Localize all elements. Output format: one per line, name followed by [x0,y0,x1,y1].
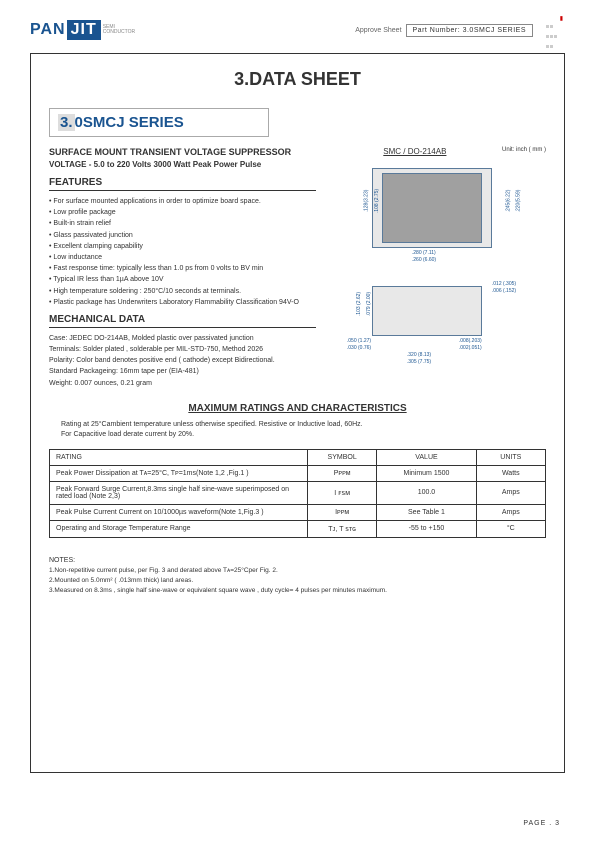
approve-label: Approve Sheet [355,27,401,34]
feature-item: High temperature soldering : 250°C/10 se… [49,286,316,297]
package-label: SMC / DO-214AB [328,147,502,156]
col-value: VALUE [377,449,476,465]
logo-pan: PAN [30,21,66,39]
left-column: SURFACE MOUNT TRANSIENT VOLTAGE SUPPRESS… [49,147,316,389]
series-rest: 0SMCJ SERIES [75,114,184,131]
page-footer: PAGE . 3 [523,820,560,827]
feature-item: Low inductance [49,252,316,263]
feature-item: Low profile package [49,207,316,218]
series-title-bar: 3.0SMCJ SERIES [49,108,269,137]
series-num: 3. [58,114,75,131]
content-row: SURFACE MOUNT TRANSIENT VOLTAGE SUPPRESS… [49,147,546,389]
table-row: Peak Pulse Current Current on 10/1000µs … [50,504,546,520]
subsection-line1: SURFACE MOUNT TRANSIENT VOLTAGE SUPPRESS… [49,147,316,157]
feature-item: Typical IR less than 1µA above 10V [49,274,316,285]
main-content-box: 3.DATA SHEET 3.0SMCJ SERIES SURFACE MOUN… [30,53,565,773]
subsection-line2: VOLTAGE - 5.0 to 220 Volts 3000 Watt Pea… [49,160,316,169]
feature-item: Glass passivated junction [49,230,316,241]
col-symbol: SYMBOL [307,449,376,465]
table-row: Peak Power Dissipation at Tᴀ=25°C, Tᴘ=1m… [50,465,546,481]
note-item: 1.Non-repetitive current pulse, per Fig.… [49,566,546,576]
mech-line: Polarity: Color band denotes positive en… [49,355,316,366]
max-ratings-section: MAXIMUM RATINGS AND CHARACTERISTICS Rati… [49,403,546,538]
feature-item: Excellent clamping capability [49,241,316,252]
features-header: FEATURES [49,177,316,191]
decoration-dots [545,20,565,40]
package-side-view: .103 (2.62) .079 (2.00) .050 (1.27) .030… [347,276,527,366]
max-ratings-notes: Rating at 25°Cambient temperature unless… [49,420,546,441]
ratings-table: RATING SYMBOL VALUE UNITS Peak Power Dis… [49,449,546,538]
part-number-box: Part Number: 3.0SMCJ SERIES [406,24,533,37]
feature-item: Built-in strain relief [49,218,316,229]
red-marker: ▮ [560,15,563,22]
notes-section: NOTES: 1.Non-repetitive current pulse, p… [49,556,546,596]
note-item: 2.Mounted on 5.0mm² ( .013mm thick) land… [49,576,546,586]
table-header-row: RATING SYMBOL VALUE UNITS [50,449,546,465]
datasheet-title: 3.DATA SHEET [49,69,546,90]
feature-item: Fast response time: typically less than … [49,263,316,274]
col-rating: RATING [50,449,308,465]
features-list: For surface mounted applications in orde… [49,196,316,308]
logo-jit: JIT [67,20,101,40]
mech-line: Weight: 0.007 ounces, 0.21 gram [49,378,316,389]
mechanical-header: MECHANICAL DATA [49,314,316,328]
table-row: Peak Forward Surge Current,8.3ms single … [50,481,546,504]
unit-label: Unit: inch ( mm ) [502,147,546,156]
table-row: Operating and Storage Temperature Range … [50,520,546,537]
col-units: UNITS [476,449,545,465]
mechanical-text: Case: JEDEC DO-214AB, Molded plastic ove… [49,333,316,389]
feature-item: Plastic package has Underwriters Laborat… [49,297,316,308]
notes-header: NOTES: [49,556,546,567]
mech-line: Standard Packageing: 16mm tape per (EIA-… [49,366,316,377]
approve-bar: ▮ Approve Sheet Part Number: 3.0SMCJ SER… [355,20,565,40]
page-header: PAN JIT SEMICONDUCTOR ▮ Approve Sheet Pa… [0,0,595,45]
feature-item: For surface mounted applications in orde… [49,196,316,207]
max-ratings-title: MAXIMUM RATINGS AND CHARACTERISTICS [49,403,546,414]
package-top-view: .128(3.23) .108 (2.75) .280 (7.11) .260 … [357,158,517,268]
mech-line: Case: JEDEC DO-214AB, Molded plastic ove… [49,333,316,344]
logo: PAN JIT SEMICONDUCTOR [30,20,135,40]
right-column: SMC / DO-214AB Unit: inch ( mm ) .128(3.… [328,147,546,389]
note-item: 3.Measured on 8.3ms , single half sine-w… [49,586,546,596]
mech-line: Terminals: Solder plated , solderable pe… [49,344,316,355]
logo-subtitle: SEMICONDUCTOR [103,25,135,36]
